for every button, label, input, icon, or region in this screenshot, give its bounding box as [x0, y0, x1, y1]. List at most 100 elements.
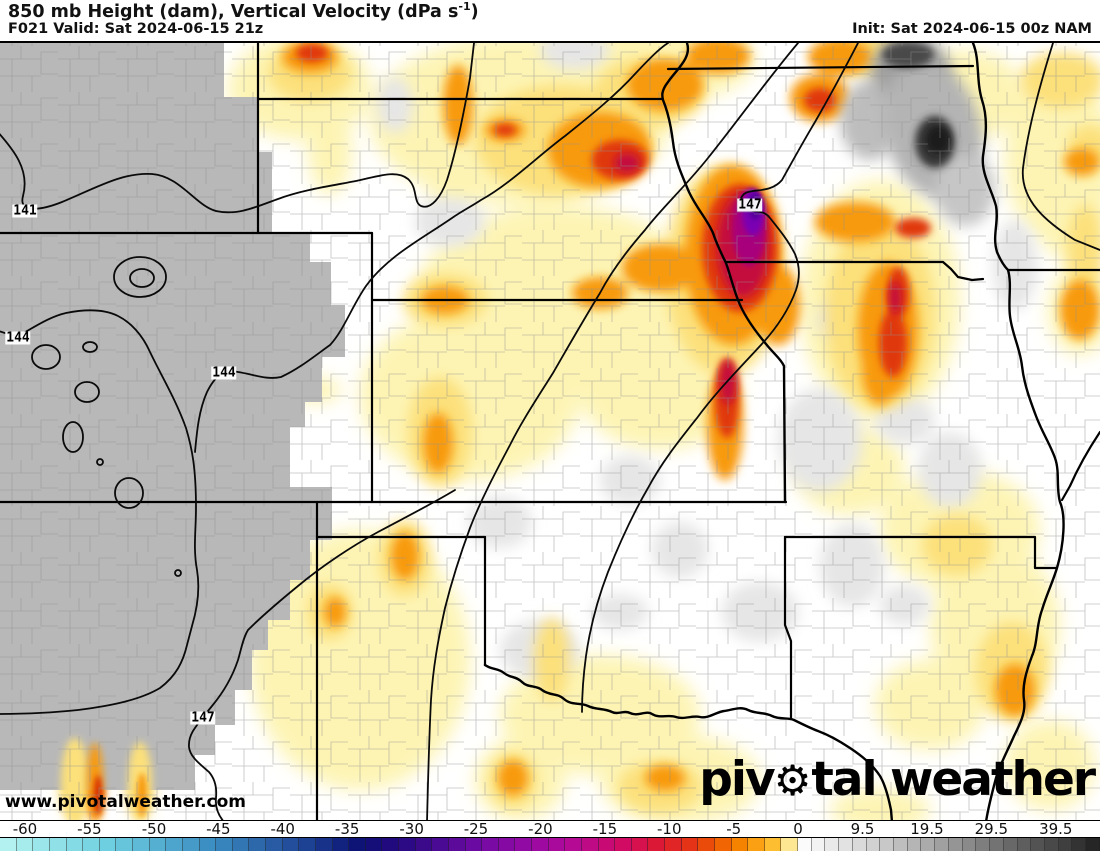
contour-label-147: 147 — [737, 197, 763, 213]
logo-text-tal-weather: tal weather — [811, 752, 1096, 807]
colorbar-tick: 0 — [793, 820, 803, 838]
colorbar-segment — [976, 838, 991, 851]
contour-label-144: 144 — [211, 365, 237, 381]
colorbar-segment — [465, 838, 483, 851]
title-superscript: -1 — [458, 0, 471, 13]
colorbar-tick: -35 — [334, 820, 360, 838]
colorbar-segment — [482, 838, 499, 851]
colorbar-segment — [631, 838, 649, 851]
colorbar-segment — [880, 838, 895, 851]
colorbar-segment — [399, 838, 416, 851]
colorbar-segment — [216, 838, 233, 851]
colorbar-segment — [548, 838, 566, 851]
map-canvas — [0, 43, 1100, 820]
colorbar-segment — [1086, 838, 1100, 851]
colorbar-tick: -10 — [656, 820, 682, 838]
weather-map: 141 144 144 147 147 — [0, 41, 1100, 822]
colorbar-tick: -45 — [206, 820, 231, 838]
colorbar-segment — [990, 838, 1004, 851]
logo-text-piv: piv — [699, 752, 775, 807]
colorbar-segment — [598, 838, 616, 851]
colorbar-segment — [1031, 838, 1045, 851]
colorbar-segment — [83, 838, 100, 851]
colorbar-segment — [852, 838, 867, 851]
colorbar-segment — [781, 838, 798, 851]
colorbar-segment — [681, 838, 699, 851]
colorbar-segment — [232, 838, 250, 851]
colorbar-tick: -55 — [77, 820, 102, 838]
colorbar-segment — [415, 838, 433, 851]
colorbar-segment — [948, 838, 963, 851]
colorbar-segment — [33, 838, 50, 851]
colorbar-segment — [894, 838, 908, 851]
colorbar-segment — [99, 838, 117, 851]
colorbar-segment — [581, 838, 599, 851]
pivotal-weather-logo: piv⚙tal weather — [699, 756, 1096, 805]
colorbar-tick: -5 — [726, 820, 742, 838]
model-init-label: Init: Sat 2024-06-15 00z NAM — [852, 21, 1092, 37]
colorbar-segment — [149, 838, 167, 851]
colorbar-segment — [199, 838, 217, 851]
colorbar-segment — [266, 838, 283, 851]
colorbar-segment — [1044, 838, 1059, 851]
colorbar-tick: 9.5 — [850, 820, 875, 838]
colorbar-segment — [332, 838, 350, 851]
colorbar-segment — [66, 838, 84, 851]
colorbar-segment — [866, 838, 881, 851]
colorbar-segment — [1003, 838, 1018, 851]
colorbar-segment — [116, 838, 133, 851]
colorbar-segment — [299, 838, 316, 851]
colorbar-segment — [448, 838, 466, 851]
colorbar-segment — [921, 838, 936, 851]
colorbar-segment — [748, 838, 765, 851]
colorbar-tick-labels: -60 -55 -50 -45 -40 -35 -30 -25 -20 -15 -10 -5 0 9.5 1… — [0, 821, 1100, 837]
colorbar-segment — [731, 838, 749, 851]
colorbar-segment — [166, 838, 183, 851]
colorbar-tick: -15 — [592, 820, 618, 838]
colorbar-segment — [249, 838, 266, 851]
colorbar-segment — [532, 838, 549, 851]
colorbar-segment — [315, 838, 333, 851]
colorbar-segment — [565, 838, 582, 851]
colorbar-tick: -60 — [12, 820, 38, 838]
colorbar-segment — [182, 838, 200, 851]
state-borders — [0, 43, 1100, 820]
colorbar-segment — [764, 838, 782, 851]
gear-icon: ⚙ — [773, 756, 812, 805]
forecast-valid-label: F021 Valid: Sat 2024-06-15 21z — [8, 21, 264, 37]
colorbar-segment — [935, 838, 949, 851]
colorbar-segment — [698, 838, 715, 851]
colorbar-tick: -20 — [528, 820, 553, 838]
colorbar-segment — [1017, 838, 1032, 851]
colorbar-segment — [498, 838, 516, 851]
colorbar-segment — [432, 838, 449, 851]
colorbar-segment — [349, 838, 366, 851]
colorbar-segment — [798, 838, 812, 851]
colorbar-segment — [1058, 838, 1073, 851]
colorbar-segment — [615, 838, 632, 851]
contour-label-141: 141 — [12, 203, 38, 219]
colorbar-segment — [907, 838, 922, 851]
colorbar-tick: -50 — [141, 820, 167, 838]
colorbar-segment — [714, 838, 732, 851]
colorbar-segment — [839, 838, 853, 851]
page-title: 850 mb Height (dam), Vertical Velocity (… — [8, 0, 479, 22]
colorbar-segment — [16, 838, 34, 851]
watermark-url: www.pivotalweather.com — [5, 792, 247, 812]
contour-label-147: 147 — [190, 710, 216, 726]
colorbar-segment — [1072, 838, 1087, 851]
colorbar-segment — [665, 838, 682, 851]
colorbar-segment — [365, 838, 383, 851]
colorbar-tick: 29.5 — [974, 820, 1009, 838]
colorbar-segment — [515, 838, 532, 851]
colorbar-tick: 19.5 — [910, 820, 944, 838]
colorbar-segment — [382, 838, 399, 851]
colorbar-scale — [0, 837, 1100, 851]
colorbar-tick: -30 — [399, 820, 424, 838]
county-lines — [0, 43, 1100, 820]
colorbar-segment — [825, 838, 840, 851]
colorbar-segment — [49, 838, 67, 851]
contour-label-144: 144 — [5, 330, 31, 346]
colorbar-segment — [811, 838, 826, 851]
